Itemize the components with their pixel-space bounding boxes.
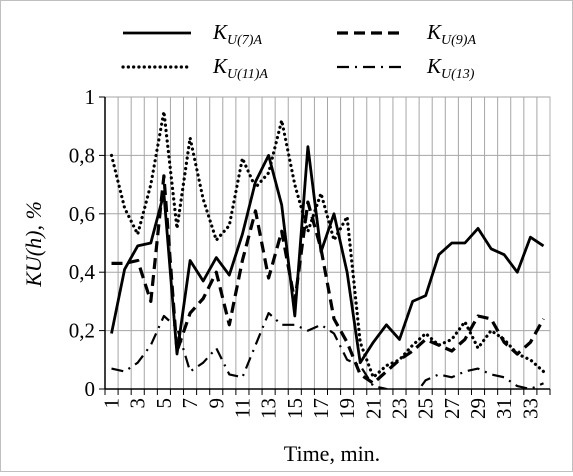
- legend: KU(7)A KU(9)A KU(11)A KU(13): [121, 20, 476, 82]
- y-tick-label: 0,4: [69, 260, 96, 284]
- x-tick-label: 11: [230, 398, 254, 418]
- series-line-3: [109, 109, 546, 379]
- legend-label-3: KU(11)A: [212, 54, 268, 82]
- x-tick-label: 17: [309, 398, 333, 419]
- x-tick-label: 3: [126, 398, 150, 409]
- y-tick-label: 1: [85, 85, 96, 109]
- x-tick-label: 19: [335, 398, 359, 419]
- x-tick-label: 5: [152, 398, 176, 409]
- series-lines: [109, 109, 546, 389]
- tick-labels: 00,20,40,60,811 3 5 7 9 11 13 15 17 19 21 23 25 27 29 3…: [69, 85, 543, 419]
- legend-label-4: KU(13): [426, 54, 475, 82]
- x-axis-title: Time, min.: [284, 441, 380, 466]
- y-tick-label: 0,6: [69, 202, 95, 226]
- y-tick-label: 0: [85, 377, 96, 401]
- x-tick-label: 31: [492, 398, 516, 419]
- x-tick-label: 23: [387, 398, 411, 419]
- x-tick-label: 13: [257, 398, 281, 419]
- x-tick-label: 7: [178, 398, 202, 409]
- legend-label-1: KU(7)A: [212, 20, 262, 48]
- x-tick-label: 29: [466, 398, 490, 419]
- y-axis-title: KU(h), %: [21, 201, 46, 288]
- x-tick-label: 1: [100, 398, 124, 409]
- grid: [104, 96, 551, 390]
- x-tick-label: 33: [518, 398, 542, 419]
- x-tick-label: 15: [283, 398, 307, 419]
- x-tick-label: 27: [440, 398, 464, 419]
- x-tick-label: 25: [414, 398, 438, 419]
- y-tick-label: 0,8: [69, 143, 95, 167]
- series-line-4: [111, 312, 544, 389]
- x-tick-label: 9: [204, 398, 228, 409]
- x-tick-label: 21: [361, 398, 385, 419]
- series-line-2: [111, 174, 545, 385]
- legend-label-2: KU(9)A: [426, 20, 476, 48]
- series-line-1: [110, 145, 545, 365]
- axes: [99, 96, 551, 395]
- y-tick-label: 0,2: [69, 319, 95, 343]
